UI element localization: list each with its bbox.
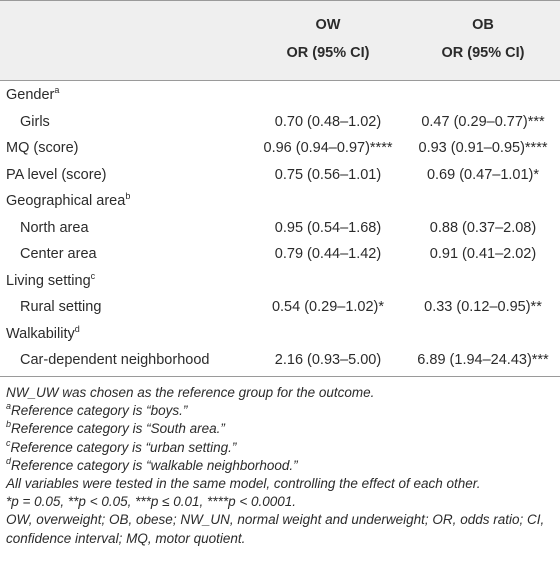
ob-value: 0.47 (0.29–0.77)*** xyxy=(421,113,545,130)
ow-value: 0.79 (0.44–1.42) xyxy=(274,246,382,262)
table-row: Living settingc xyxy=(0,270,560,296)
footnote-c-text: Reference category is “urban setting.” xyxy=(10,439,237,455)
row-label-superscript: b xyxy=(125,191,131,201)
ow-value: 2.16 (0.93–5.00) xyxy=(274,352,382,368)
footnote-reference-outcome: NW_UW was chosen as the reference group … xyxy=(6,385,375,400)
ow-value: 0.75 (0.56–1.01) xyxy=(274,166,382,183)
footnote-d: dReference category is “walkable neighbo… xyxy=(6,455,554,475)
row-label: Center area xyxy=(20,246,97,262)
row-label: PA level (score) xyxy=(6,167,106,183)
ob-column-header: OB xyxy=(472,17,494,33)
ob-value: 0.33 (0.12–0.95)** xyxy=(424,299,542,315)
row-label-text: Gender xyxy=(6,87,55,103)
row-label: Geographical areab xyxy=(6,191,131,210)
table-body-band xyxy=(0,80,560,376)
row-label-text: Living setting xyxy=(6,272,91,289)
table-row: Walkabilityd xyxy=(0,323,560,349)
row-label-superscript: d xyxy=(74,323,80,334)
top-rule xyxy=(0,0,560,1)
footnote-c-marker: c xyxy=(6,437,11,448)
row-label-text: MQ (score) xyxy=(6,140,79,156)
ow-column-header: OW xyxy=(315,17,341,33)
table-row: Rural setting 0.54 (0.29–1.02)* 0.33 (0.12… xyxy=(0,296,560,322)
row-label-text: Girls xyxy=(20,113,50,130)
row-label-text: Walkability xyxy=(6,325,75,342)
footnote-pvalues: *p = 0.05, **p < 0.05, ***p ≤ 0.01, ****… xyxy=(6,494,297,510)
header-rule xyxy=(0,80,560,81)
ob-value: 0.69 (0.47–1.01)* xyxy=(426,166,540,183)
row-label: Girls xyxy=(20,114,50,130)
row-label: MQ (score) xyxy=(6,140,79,156)
footnote-d-marker: d xyxy=(6,455,12,466)
footnote-c: cReference category is “urban setting.” xyxy=(6,437,554,457)
ow-value: 0.70 (0.48–1.02) xyxy=(274,113,382,130)
ob-column-subheader: OR (95% CI) xyxy=(441,45,525,61)
ow-value: 0.95 (0.54–1.68) xyxy=(274,219,382,236)
footnote-d-text: Reference category is “walkable neighbor… xyxy=(11,457,298,473)
ow-value: 0.96 (0.94–0.97)**** xyxy=(263,140,393,156)
ob-value: 0.93 (0.91–0.95)**** xyxy=(418,140,548,156)
row-label: Rural setting xyxy=(20,299,101,315)
table-row: North area 0.95 (0.54–1.68) 0.88 (0.37–2.0… xyxy=(0,217,560,243)
ow-column-subheader: OR (95% CI) xyxy=(286,45,370,61)
row-label-superscript: a xyxy=(54,85,60,95)
table-row: Geographical areab xyxy=(0,190,560,216)
ob-value: 0.88 (0.37–2.08) xyxy=(429,219,537,236)
row-label: North area xyxy=(20,220,89,236)
footnote-b-text: Reference category is “South area.” xyxy=(11,421,225,437)
row-label-text: Center area xyxy=(20,246,97,262)
row-label-text: North area xyxy=(20,219,89,236)
ob-value: 6.89 (1.94–24.43)*** xyxy=(417,352,549,368)
table-footnotes: NW_UW was chosen as the reference group … xyxy=(6,384,554,548)
table-row: PA level (score) 0.75 (0.56–1.01) 0.69 (0.… xyxy=(0,164,560,190)
row-label-superscript: c xyxy=(90,270,96,281)
table-row: Girls 0.70 (0.48–1.02) 0.47 (0.29–0.77)*** xyxy=(0,111,560,137)
bottom-rule xyxy=(0,376,560,377)
row-label: Gendera xyxy=(6,85,60,104)
table-row: Gendera xyxy=(0,84,560,110)
ob-value: 0.91 (0.41–2.02) xyxy=(429,246,537,262)
table-row: Car-dependent neighborhood 2.16 (0.93–5.0… xyxy=(0,349,560,375)
footnote-abbreviations: OW, overweight; OB, obese; NW_UN, normal… xyxy=(6,512,545,546)
ow-value: 0.54 (0.29–1.02)* xyxy=(271,299,385,315)
table-header-band xyxy=(0,0,560,80)
footnote-b-marker: b xyxy=(6,419,12,430)
footnote-a-text: Reference category is “boys.” xyxy=(11,403,188,419)
footnote-a: aReference category is “boys.” xyxy=(6,402,554,420)
table-row: Center area 0.79 (0.44–1.42) 0.91 (0.41–2.… xyxy=(0,243,560,269)
row-label-text: PA level (score) xyxy=(6,166,107,183)
row-label: Living settingc xyxy=(6,270,96,289)
row-label-text: Rural setting xyxy=(20,299,102,315)
row-label: Car-dependent neighborhood xyxy=(20,352,209,368)
table-row: MQ (score) 0.96 (0.94–0.97)**** 0.93 (0.91… xyxy=(0,137,560,163)
footnote-model: All variables were tested in the same mo… xyxy=(6,476,481,492)
footnote-a-marker: a xyxy=(6,401,12,412)
row-label: Walkabilityd xyxy=(6,323,80,342)
footnote-b: bReference category is “South area.” xyxy=(6,420,554,438)
row-label-text: Car-dependent neighborhood xyxy=(20,352,210,368)
row-label-text: Geographical area xyxy=(6,193,126,209)
